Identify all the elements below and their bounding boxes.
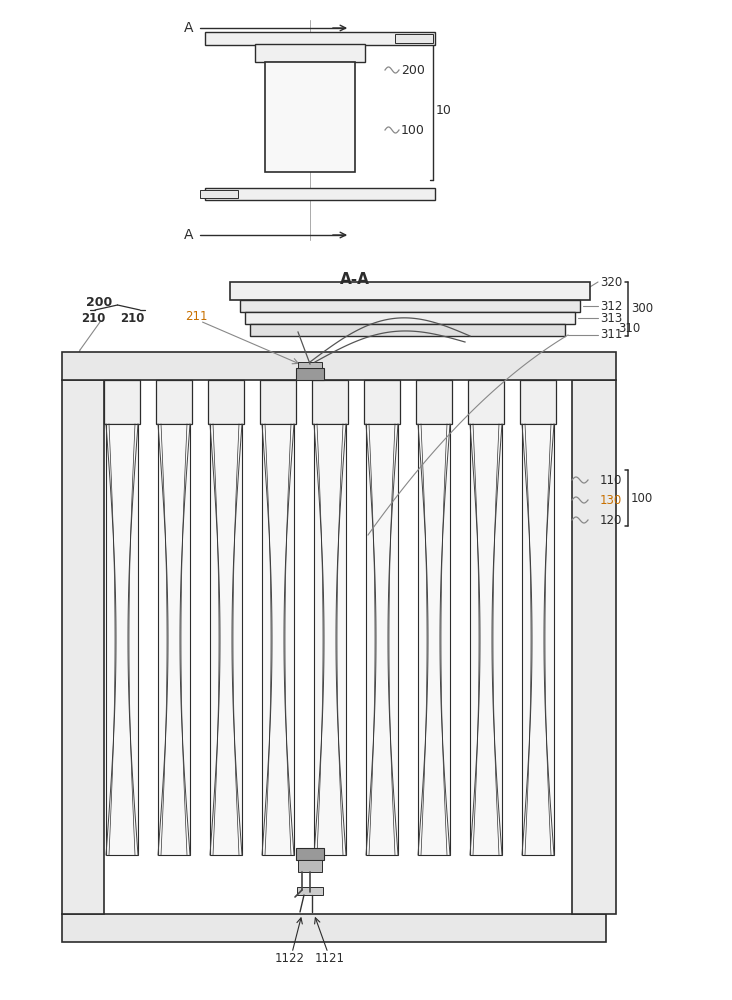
Bar [312, 380, 348, 424]
Bar [255, 44, 365, 62]
Bar [262, 424, 294, 855]
Bar [470, 424, 502, 855]
Text: 200: 200 [86, 296, 112, 308]
Bar [208, 380, 244, 424]
Bar [210, 424, 242, 855]
Text: 1122: 1122 [275, 952, 305, 964]
Bar [240, 300, 580, 312]
Bar [572, 380, 616, 914]
Text: 130: 130 [600, 493, 622, 506]
Text: 120: 120 [600, 514, 622, 526]
Bar [62, 914, 606, 942]
Text: A: A [184, 21, 193, 35]
Bar [104, 380, 140, 424]
Bar [205, 32, 435, 45]
Text: 1121: 1121 [315, 952, 345, 964]
Text: 312: 312 [600, 300, 622, 312]
Bar [522, 424, 554, 855]
Bar [260, 380, 296, 424]
Bar [205, 188, 435, 200]
Bar [298, 860, 322, 872]
Text: 100: 100 [631, 491, 653, 504]
Bar [106, 424, 138, 855]
Bar [364, 380, 400, 424]
Text: 310: 310 [618, 322, 640, 334]
Bar [314, 424, 346, 855]
Text: 200: 200 [401, 64, 425, 77]
Bar [158, 424, 190, 855]
Text: 210: 210 [81, 312, 105, 324]
Text: 320: 320 [600, 275, 622, 288]
Bar [62, 380, 104, 914]
Bar [156, 380, 192, 424]
Text: 210: 210 [120, 312, 144, 324]
Text: A: A [184, 228, 193, 242]
Bar [366, 424, 398, 855]
Bar [416, 380, 452, 424]
Bar [296, 848, 324, 860]
Bar [265, 62, 355, 172]
Bar [418, 424, 450, 855]
Bar [297, 887, 323, 895]
Bar [245, 312, 575, 324]
Text: 10: 10 [436, 104, 452, 116]
Text: 211: 211 [185, 310, 207, 324]
Text: 313: 313 [600, 312, 622, 324]
Bar [230, 282, 590, 300]
Bar [468, 380, 504, 424]
Bar [395, 34, 433, 43]
Text: 100: 100 [401, 123, 425, 136]
Text: 300: 300 [631, 302, 653, 316]
Text: 311: 311 [600, 328, 622, 342]
Bar [250, 324, 565, 336]
Bar [520, 380, 556, 424]
Bar [296, 368, 324, 380]
Text: A-A: A-A [340, 272, 370, 288]
Bar [298, 362, 322, 368]
Bar [200, 190, 238, 198]
Bar [62, 352, 616, 380]
Text: 110: 110 [600, 474, 622, 487]
